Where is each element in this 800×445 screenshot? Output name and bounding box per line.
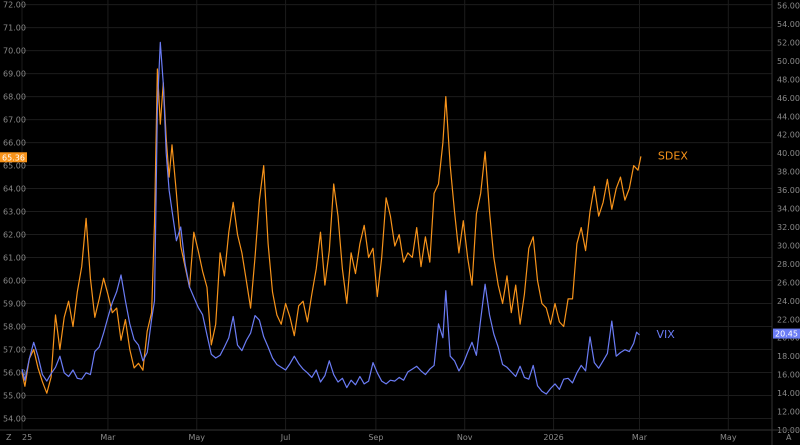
left-tick-label: 64.00 [3, 185, 26, 194]
value-badge-vix [773, 328, 800, 339]
x-tick-label: May [188, 433, 205, 442]
series-line-vix [21, 41, 640, 395]
right-tick-label: 52.00 [777, 38, 800, 47]
right-tick-label: 34.00 [777, 205, 800, 214]
value-badge-text-sdex: 65.36 [2, 153, 25, 162]
x-tick-label: Nov [457, 433, 473, 442]
right-tick-label: 16.00 [777, 371, 800, 380]
series-lines [21, 41, 642, 395]
left-axis: 54.00 55.00 56.00 57.00 58.00 59.00 60.00 61.00… [3, 1, 26, 424]
left-tick-label: 55.00 [3, 392, 26, 401]
x-tick-label: May [720, 433, 737, 442]
series-label-sdex: SDEX [658, 149, 688, 162]
left-tick-label: 68.00 [3, 93, 26, 102]
left-tick-label: 71.00 [3, 24, 26, 33]
x-tick-label: 25 [22, 433, 32, 442]
right-tick-label: 22.00 [777, 315, 800, 324]
series-line-sdex [21, 68, 642, 394]
grid [21, 0, 772, 430]
x-tick-label: Sep [368, 433, 383, 442]
corner-right-label[interactable]: A [786, 433, 792, 442]
right-tick-label: 18.00 [777, 352, 800, 361]
right-tick-label: 32.00 [777, 223, 800, 232]
corner-left-label[interactable]: Z [6, 433, 12, 442]
right-tick-label: 14.00 [777, 389, 800, 398]
right-tick-label: 46.00 [777, 94, 800, 103]
right-tick-label: 28.00 [777, 260, 800, 269]
right-tick-label: 42.00 [777, 131, 800, 140]
left-tick-label: 62.00 [3, 231, 26, 240]
right-tick-label: 38.00 [777, 168, 800, 177]
left-tick-label: 66.00 [3, 139, 26, 148]
x-tick-label: Mar [100, 433, 116, 442]
right-tick-label: 30.00 [777, 241, 800, 250]
right-tick-label: 24.00 [777, 297, 800, 306]
right-tick-label: 44.00 [777, 112, 800, 121]
value-badge-sdex [0, 152, 27, 163]
series-label-vix: VIX [656, 328, 675, 341]
left-tick-label: 65.00 [3, 162, 26, 171]
right-tick-label: 12.00 [777, 408, 800, 417]
left-tick-label: 54.00 [3, 415, 26, 424]
left-tick-label: 69.00 [3, 70, 26, 79]
x-tick-label: 2026 [543, 433, 563, 442]
right-tick-label: 26.00 [777, 278, 800, 287]
left-tick-label: 70.00 [3, 47, 26, 56]
x-axis: 25 Mar May Jul Sep Nov 2026 Mar May [22, 433, 737, 442]
right-tick-label: 50.00 [777, 57, 800, 66]
left-tick-label: 57.00 [3, 346, 26, 355]
left-tick-label: 67.00 [3, 116, 26, 125]
left-tick-label: 59.00 [3, 300, 26, 309]
left-tick-label: 60.00 [3, 277, 26, 286]
right-tick-label: 36.00 [777, 186, 800, 195]
right-tick-label: 54.00 [777, 20, 800, 29]
left-tick-label: 56.00 [3, 369, 26, 378]
left-tick-label: 61.00 [3, 254, 26, 263]
x-tick-label: Mar [632, 433, 648, 442]
left-tick-label: 58.00 [3, 323, 26, 332]
left-tick-label: 72.00 [3, 1, 26, 10]
left-tick-label: 63.00 [3, 208, 26, 217]
right-tick-label: 40.00 [777, 149, 800, 158]
series-labels: SDEX 65.36 VIX 20.45 [0, 149, 800, 341]
right-tick-label: 48.00 [777, 75, 800, 84]
right-tick-label: 56.00 [777, 2, 800, 11]
value-badge-text-vix: 20.45 [775, 330, 798, 339]
x-tick-label: Jul [280, 433, 291, 442]
